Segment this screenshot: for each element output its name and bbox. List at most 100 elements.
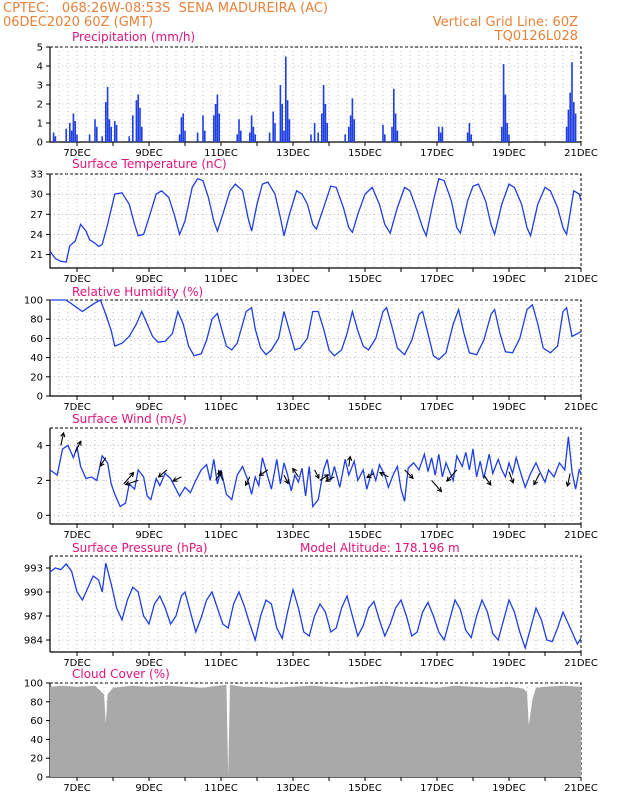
precip-xtick-label: 17DEC [420,148,454,159]
precip-xtick-label: 7DEC [63,148,90,159]
wind-arrow-shaft [259,469,269,476]
precip-panel: 0 1 2 3 4 5 7DEC 9DEC 11DEC 13DEC 15DEC 17DEC 19DEC 2… [37,30,598,159]
cloud-xtick-label: 21DEC [564,783,598,794]
humidity-xtick-label: 9DEC [135,402,162,413]
wind-arrow-head [324,477,331,482]
precip-bar [437,126,440,142]
precip-bar [65,128,68,142]
humidity-line [50,299,582,361]
wind-arrow-head [284,479,289,485]
cloud-ytick-label: 0 [37,773,43,784]
precip-ytick-label: 1 [37,119,43,130]
precip-bar [250,115,253,142]
wind-arrow-head [129,471,135,478]
precip-bar [565,126,568,142]
precip-bar [88,134,91,142]
precip-bar [137,94,140,142]
precip-bar [383,134,386,142]
wind-title: Surface Wind (m/s) [72,412,187,426]
wind-arrow-shaft [158,469,168,478]
precip-bar [506,123,509,142]
wind-arrow-head [124,480,131,486]
wind-arrow-shaft [99,457,107,467]
wind-arrow-head [244,480,250,487]
temp-xtick-label: 9DEC [135,274,162,285]
wind-arrow-shaft [314,469,320,479]
wind-ytick-label: 4 [37,441,43,452]
precip-bar [128,136,131,142]
precip-bar [236,134,239,142]
pressure-line [49,562,582,651]
wind-arrow-shaft [483,474,492,486]
model-id-header: TQ0126L028 [494,29,578,44]
cloud-ytick-label: 20 [30,754,43,765]
precip-bar [317,132,320,142]
wind-arrow-shaft [404,469,414,479]
precip-bar [178,134,181,142]
precip-bar [110,126,113,142]
humidity-ytick-label: 80 [30,315,43,326]
precip-bar [248,132,251,142]
precip-bar [569,92,572,142]
precip-bar [391,126,393,142]
cloud-panel: 0 20 40 60 80 100 7DEC 9DEC 11DEC 13DEC 15DEC 17DEC… [24,667,598,794]
precip-bar [212,115,215,142]
precip-bar [322,85,325,142]
humidity-ytick-label: 40 [30,353,43,364]
precip-bar [52,132,55,142]
humidity-ytick-label: 20 [30,372,43,383]
wind-arrow-head [408,473,414,480]
precip-bar [281,104,284,142]
wind-arrow-shaft [446,469,458,482]
precip-bar [382,124,384,142]
precip-bar [320,113,323,142]
precip-bar [349,115,352,142]
cloud-ytick-label: 100 [24,679,43,690]
precip-bar [54,136,57,142]
cloud-xtick-label: 15DEC [348,783,382,794]
wind-arrow-head [366,473,372,479]
wind-arrow-head [533,480,539,486]
temp-xtick-label: 17DEC [420,274,454,285]
wind-arrow-shaft [325,476,335,482]
precip-bar [131,115,134,142]
precip-bar [572,102,575,142]
wind-line [49,436,582,509]
humidity-xtick-label: 17DEC [420,402,454,413]
precip-bar [468,123,471,142]
cloud-xtick-label: 19DEC [492,783,526,794]
wind-xtick-label: 17DEC [420,530,454,541]
wind-arrow-shaft [292,468,299,478]
precip-bar [218,113,221,142]
wind-xtick-label: 7DEC [63,530,90,541]
wind-panel: 0 2 4 7DEC 9DEC 11DEC 13DEC 15DEC 17DEC 19DEC 21DE… [37,412,598,541]
humidity-title: Relative Humidity (%) [72,285,203,299]
precip-bar [202,115,204,142]
wind-arrow-shaft [508,471,514,484]
precip-xtick-label: 21DEC [564,148,598,159]
temp-ytick-label: 24 [30,230,43,241]
pressure-xtick-label: 19DEC [492,658,526,669]
pressure-ytick-label: 984 [24,636,43,647]
pressure-xtick-label: 11DEC [204,658,238,669]
wind-arrow-shaft [431,480,442,492]
wind-ytick-label: 2 [37,476,43,487]
precip-bar [500,126,503,142]
precip-bar [139,107,141,142]
pressure-panel: 984 987 990 993 7DEC 9DEC 11DEC 13DEC 15DEC 17DEC… [24,541,598,669]
precip-bar [238,119,240,142]
precip-ytick-label: 4 [37,62,43,73]
precip-bar [324,104,327,142]
precip-bar [508,134,510,142]
cloud-ytick-label: 40 [30,735,43,746]
precip-bar [72,113,75,142]
precip-bar [106,86,109,142]
wind-arrow-head [60,431,66,438]
wind-arrow-shaft [172,476,182,482]
wind-arrow-shaft [74,440,82,453]
precip-bar [101,136,104,142]
precip-ytick-label: 5 [37,43,43,54]
precip-bar [115,124,118,142]
precip-bar [252,126,255,142]
